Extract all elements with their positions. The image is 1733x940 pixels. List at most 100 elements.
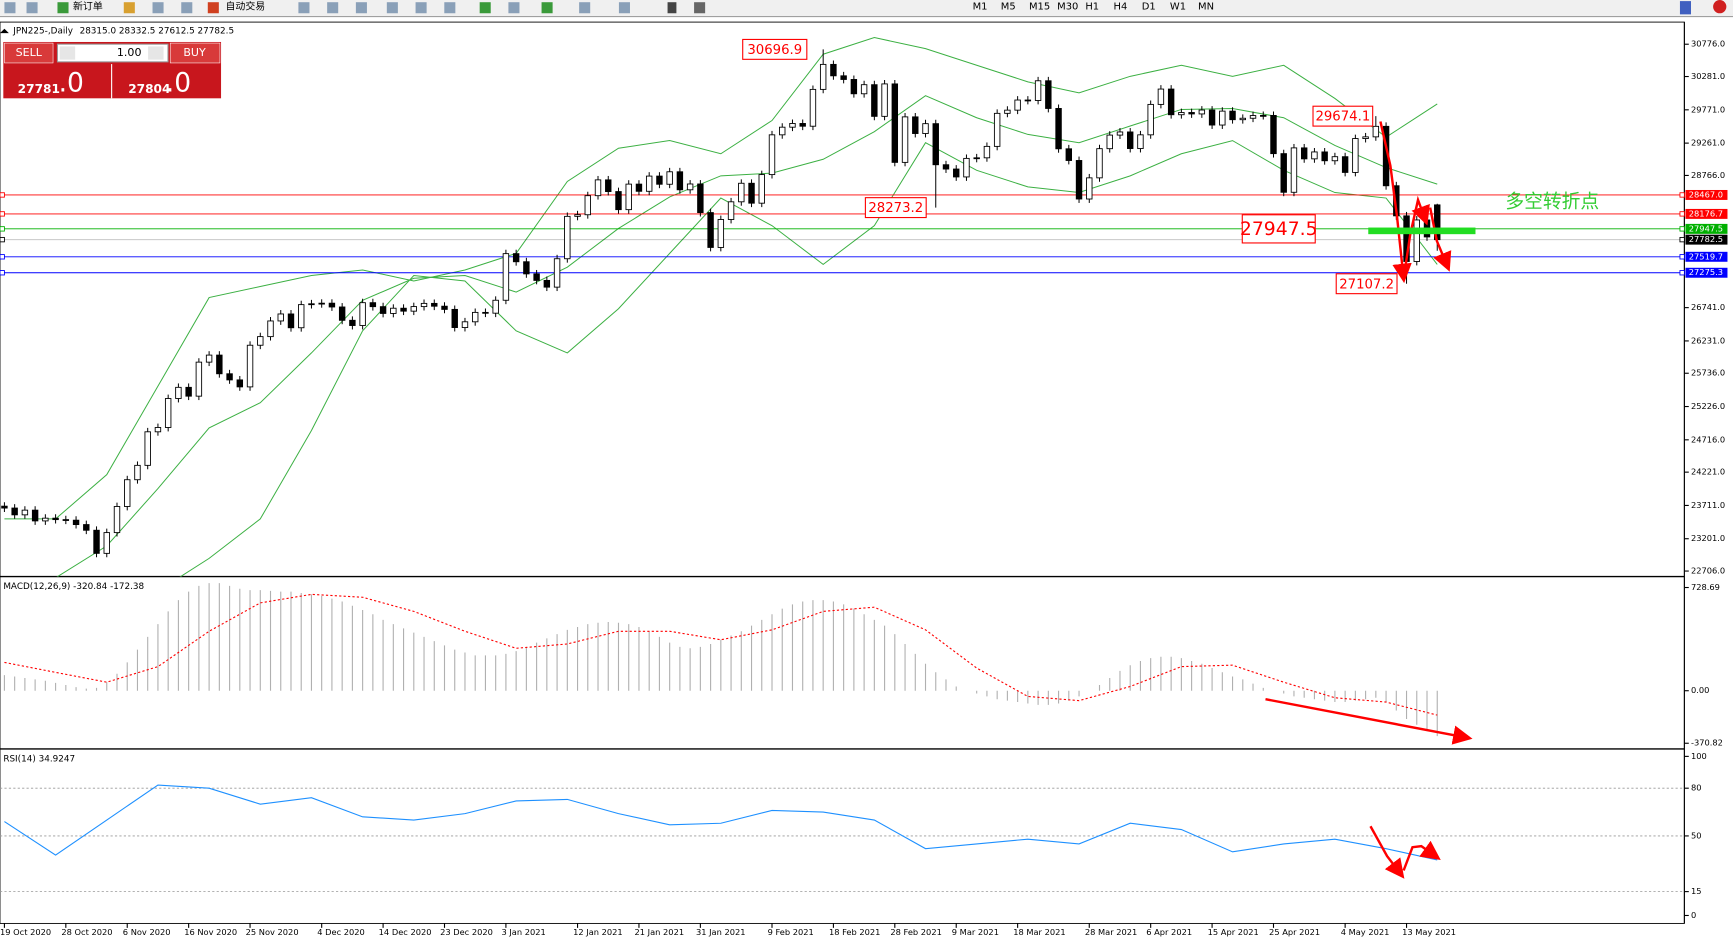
candle-body	[338, 306, 346, 321]
timeframe-button[interactable]: D1	[1142, 2, 1156, 13]
price-label-box	[742, 38, 808, 60]
candle-body	[1167, 88, 1175, 116]
x-tick-label: 12 Jan 2021	[573, 927, 623, 937]
lots-value[interactable]: 1.00	[117, 46, 142, 59]
y-tick-label: 0.00	[1691, 685, 1709, 695]
candle-body	[1188, 112, 1195, 115]
icon[interactable]	[618, 2, 630, 14]
bollinger-lower	[179, 140, 1438, 577]
level-marker	[0, 254, 5, 260]
candle-body	[62, 519, 70, 521]
y-tick-label: 30776.0	[1691, 39, 1725, 49]
icon[interactable]	[1679, 1, 1692, 15]
toolbar-button[interactable]: 新订单	[73, 0, 103, 13]
buy-button[interactable]	[169, 42, 221, 64]
toolbar-button[interactable]: 自动交易	[225, 0, 265, 13]
candle-body	[1014, 99, 1021, 111]
candle-body	[226, 373, 233, 381]
y-tick-label: 23711.0	[1691, 500, 1725, 510]
timeframe-button[interactable]: M30	[1057, 2, 1078, 13]
candle-body	[124, 479, 131, 507]
level-tag	[1685, 267, 1728, 278]
icon[interactable]	[667, 2, 677, 14]
level-tag	[1685, 223, 1728, 234]
candle-body	[42, 517, 49, 522]
icon[interactable]	[444, 2, 456, 14]
icon[interactable]	[541, 2, 553, 14]
candle-body	[676, 171, 684, 191]
lots-input[interactable]	[56, 43, 169, 63]
level-marker	[1679, 192, 1685, 198]
level-marker	[1679, 226, 1685, 232]
macd-pane	[3, 583, 1438, 737]
y-tick-label: 28766.0	[1691, 170, 1725, 180]
icon[interactable]	[4, 2, 16, 14]
icon[interactable]	[152, 2, 164, 14]
candle-body	[471, 311, 479, 323]
timeframe-button[interactable]: M15	[1029, 2, 1050, 13]
bid-price[interactable]: 27781	[18, 82, 60, 96]
x-tick-label: 25 Nov 2020	[246, 927, 299, 937]
timeframe-button[interactable]: M1	[973, 2, 988, 13]
candle-body	[942, 164, 950, 170]
buy-label[interactable]: BUY	[183, 46, 206, 59]
x-tick-label: 25 Apr 2021	[1269, 927, 1320, 937]
ask-price[interactable]: 27804	[128, 82, 170, 96]
y-tick-label: 728.69	[1691, 582, 1720, 592]
price-label: 29674.1	[1315, 110, 1370, 125]
candle-body	[31, 509, 39, 522]
arrow	[1379, 121, 1412, 284]
candle-body	[1331, 156, 1339, 162]
sell-button[interactable]	[4, 42, 54, 64]
drawn-arrows	[1265, 121, 1473, 879]
level-marker	[0, 236, 5, 243]
candle-body	[656, 175, 663, 185]
price-label: 27947.5	[1240, 219, 1318, 240]
icon[interactable]	[123, 2, 135, 14]
x-tick-label: 28 Feb 2021	[890, 927, 941, 937]
candle-body	[533, 273, 540, 281]
icon[interactable]	[694, 2, 706, 14]
candle-body	[369, 302, 377, 308]
timeframe-button[interactable]: H1	[1085, 2, 1099, 13]
level-marker	[1679, 270, 1685, 276]
icon[interactable]	[1713, 0, 1727, 14]
level-tag	[1685, 234, 1728, 245]
icon[interactable]	[415, 2, 427, 14]
timeframe-button[interactable]: H4	[1114, 2, 1128, 13]
icon[interactable]	[508, 2, 520, 14]
spin-up[interactable]	[148, 46, 164, 60]
icon[interactable]	[57, 2, 69, 14]
candle-body	[502, 253, 510, 301]
candle-body	[11, 507, 18, 516]
arrow	[1369, 825, 1405, 879]
icon[interactable]	[479, 2, 491, 14]
ask-fraction[interactable]: .0	[166, 67, 191, 98]
timeframe-button[interactable]: M5	[1001, 2, 1016, 13]
sell-label[interactable]: SELL	[16, 46, 43, 59]
timeframe-button[interactable]: W1	[1170, 2, 1186, 13]
rsi-pane	[0, 784, 1685, 892]
icon[interactable]	[327, 2, 339, 14]
candle-body	[953, 168, 960, 178]
candle-body	[697, 183, 704, 214]
candle-body	[1229, 110, 1236, 121]
icon[interactable]	[207, 2, 219, 14]
timeframe-button[interactable]: MN	[1198, 2, 1214, 13]
candle-body	[246, 344, 254, 388]
icon[interactable]	[579, 2, 591, 14]
candle-body	[420, 302, 428, 308]
icon[interactable]	[298, 2, 310, 14]
bid-fraction[interactable]: .0	[59, 67, 84, 98]
candle-body	[512, 253, 520, 263]
spin-down[interactable]	[59, 46, 76, 60]
icon[interactable]	[386, 2, 398, 14]
candle-body	[134, 464, 141, 481]
icon[interactable]	[181, 2, 193, 14]
icon[interactable]	[26, 2, 38, 14]
candle-body	[144, 431, 151, 466]
icon[interactable]	[355, 2, 367, 14]
x-tick-label: 9 Mar 2021	[952, 927, 999, 937]
candle-body	[1137, 134, 1144, 149]
y-tick-label: 29771.0	[1691, 104, 1725, 114]
